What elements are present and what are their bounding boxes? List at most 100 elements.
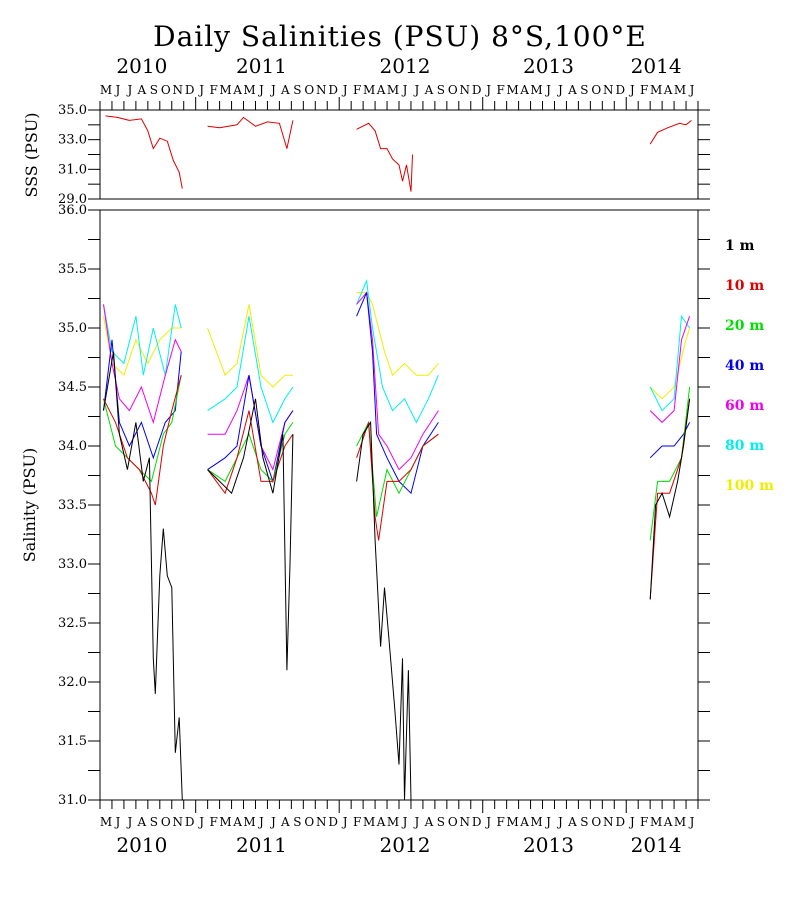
- series-line: [356, 292, 439, 377]
- month-label: N: [316, 83, 327, 97]
- month-label: J: [688, 815, 695, 829]
- month-label: J: [114, 83, 121, 97]
- month-label: J: [413, 815, 420, 829]
- month-label: J: [125, 815, 132, 829]
- y-tick-label: 29.0: [58, 192, 87, 207]
- month-label: F: [496, 815, 504, 829]
- y-tick-label: 33.5: [58, 498, 87, 513]
- month-label: J: [341, 83, 348, 97]
- y-tick-label: 32.5: [58, 616, 87, 631]
- month-label: J: [401, 815, 408, 829]
- series-line: [356, 292, 439, 495]
- month-label: J: [484, 83, 491, 97]
- month-label: A: [280, 815, 290, 829]
- month-label: A: [519, 815, 529, 829]
- month-label: J: [628, 815, 635, 829]
- month-label: M: [387, 83, 399, 97]
- month-label: M: [243, 815, 255, 829]
- series-line: [105, 115, 183, 189]
- y-tick-label: 35.0: [58, 321, 87, 336]
- month-label: N: [460, 815, 471, 829]
- year-label: 2010: [116, 54, 167, 78]
- month-label: D: [328, 83, 338, 97]
- month-label: A: [137, 815, 147, 829]
- month-label: D: [185, 83, 195, 97]
- series-line: [649, 314, 691, 412]
- sss-series: [105, 115, 692, 192]
- legend-entry: 10 m: [725, 278, 764, 294]
- month-label: D: [185, 815, 195, 829]
- year-label: 2012: [380, 833, 431, 857]
- legend-entry: 20 m: [725, 318, 764, 334]
- month-label: O: [161, 83, 171, 97]
- month-label: N: [172, 83, 183, 97]
- month-label: O: [161, 815, 171, 829]
- series-line: [649, 398, 691, 600]
- month-label: S: [150, 815, 158, 829]
- month-label: S: [437, 815, 445, 829]
- month-label: M: [506, 815, 518, 829]
- month-label: J: [544, 83, 551, 97]
- series-line: [649, 386, 691, 541]
- y-tick-label: 31.0: [58, 793, 87, 808]
- month-label: M: [243, 83, 255, 97]
- month-label: F: [640, 815, 648, 829]
- y-tick-label: 35.5: [58, 262, 87, 277]
- series-line: [356, 422, 439, 541]
- series-line: [103, 304, 182, 376]
- month-label: N: [603, 815, 614, 829]
- month-label: M: [674, 83, 686, 97]
- month-label: J: [688, 83, 695, 97]
- month-label: A: [280, 83, 290, 97]
- series-line: [649, 120, 692, 145]
- month-label: A: [663, 83, 673, 97]
- legend-entry: 60 m: [725, 398, 764, 414]
- month-label: S: [437, 83, 445, 97]
- salinity-y-axis-label: Salinity (PSU): [20, 448, 39, 562]
- year-label: 2013: [523, 833, 574, 857]
- month-label: D: [615, 83, 625, 97]
- month-label: A: [376, 815, 386, 829]
- month-label: O: [591, 815, 601, 829]
- month-label: O: [304, 83, 314, 97]
- month-label: J: [269, 83, 276, 97]
- month-label: F: [209, 815, 217, 829]
- series-line: [207, 304, 293, 388]
- month-label: O: [591, 83, 601, 97]
- month-label: M: [530, 815, 542, 829]
- month-label: A: [137, 83, 147, 97]
- month-label: M: [219, 83, 231, 97]
- month-label: O: [448, 83, 458, 97]
- sss-y-axis-label: SSS (PSU): [22, 112, 41, 197]
- month-label: M: [219, 815, 231, 829]
- sss-y-axis: 35.0 33.0 31.0 29.0: [58, 103, 710, 207]
- y-tick-label: 36.0: [58, 203, 87, 218]
- series-line: [356, 420, 439, 517]
- y-tick-label: 34.0: [58, 439, 87, 454]
- series-line: [207, 375, 294, 484]
- series-line: [649, 316, 691, 424]
- month-label: M: [387, 815, 399, 829]
- chart-title: Daily Salinities (PSU) 8°S,100°E: [153, 20, 647, 53]
- y-tick-label: 32.0: [58, 675, 87, 690]
- month-label: F: [640, 83, 648, 97]
- y-tick-label: 33.0: [58, 133, 87, 148]
- legend-entry: 80 m: [725, 438, 764, 454]
- year-label: 2014: [631, 833, 682, 857]
- month-label: A: [567, 83, 577, 97]
- month-label: A: [424, 83, 434, 97]
- year-label: 2013: [523, 54, 574, 78]
- month-label: F: [496, 83, 504, 97]
- month-label: M: [650, 83, 662, 97]
- month-label: S: [150, 83, 158, 97]
- month-label: J: [401, 83, 408, 97]
- month-label: J: [544, 815, 551, 829]
- series-line: [103, 375, 182, 483]
- month-label: A: [519, 83, 529, 97]
- month-label: D: [472, 815, 482, 829]
- month-label: J: [197, 83, 204, 97]
- month-label: S: [293, 815, 301, 829]
- y-tick-label: 31.5: [58, 734, 87, 749]
- month-label: J: [114, 815, 121, 829]
